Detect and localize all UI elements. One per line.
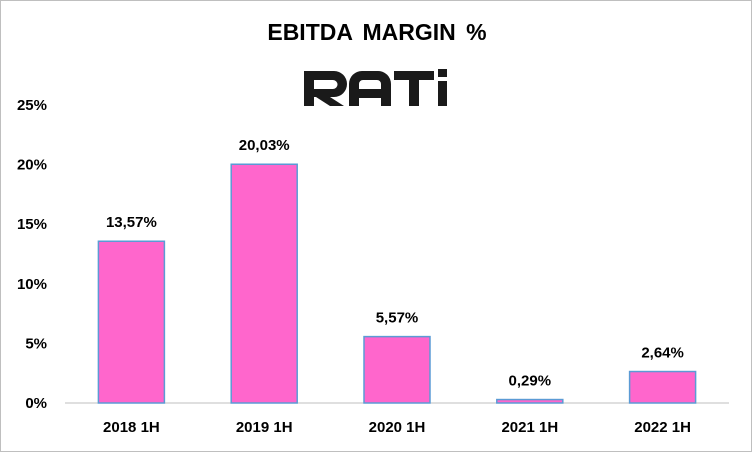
- y-tick-label: 15%: [17, 216, 47, 233]
- y-tick-label: 0%: [25, 395, 47, 412]
- y-tick-label: 25%: [17, 97, 47, 114]
- data-label: 2,64%: [641, 345, 684, 362]
- data-label: 5,57%: [376, 310, 419, 327]
- ratti-logo: [304, 69, 447, 106]
- data-label: 13,57%: [106, 214, 157, 231]
- bar-2021-1H: [496, 398, 564, 404]
- chart-title: EBITDA MARGIN %: [267, 19, 487, 45]
- y-tick-label: 10%: [17, 276, 47, 293]
- y-tick-label: 20%: [17, 157, 47, 174]
- y-tick-label: 5%: [25, 335, 47, 352]
- data-label: 20,03%: [239, 137, 290, 154]
- x-tick-label: 2018 1H: [103, 419, 160, 436]
- bar-2019-1H: [230, 163, 298, 404]
- x-tick-label: 2021 1H: [501, 419, 558, 436]
- bar-2022-1H: [628, 370, 697, 404]
- data-label: 0,29%: [509, 373, 552, 390]
- bar-2020-1H: [363, 335, 431, 404]
- bar-2018-1H: [97, 240, 166, 404]
- x-tick-label: 2020 1H: [369, 419, 426, 436]
- x-tick-label: 2022 1H: [634, 419, 691, 436]
- x-tick-label: 2019 1H: [236, 419, 293, 436]
